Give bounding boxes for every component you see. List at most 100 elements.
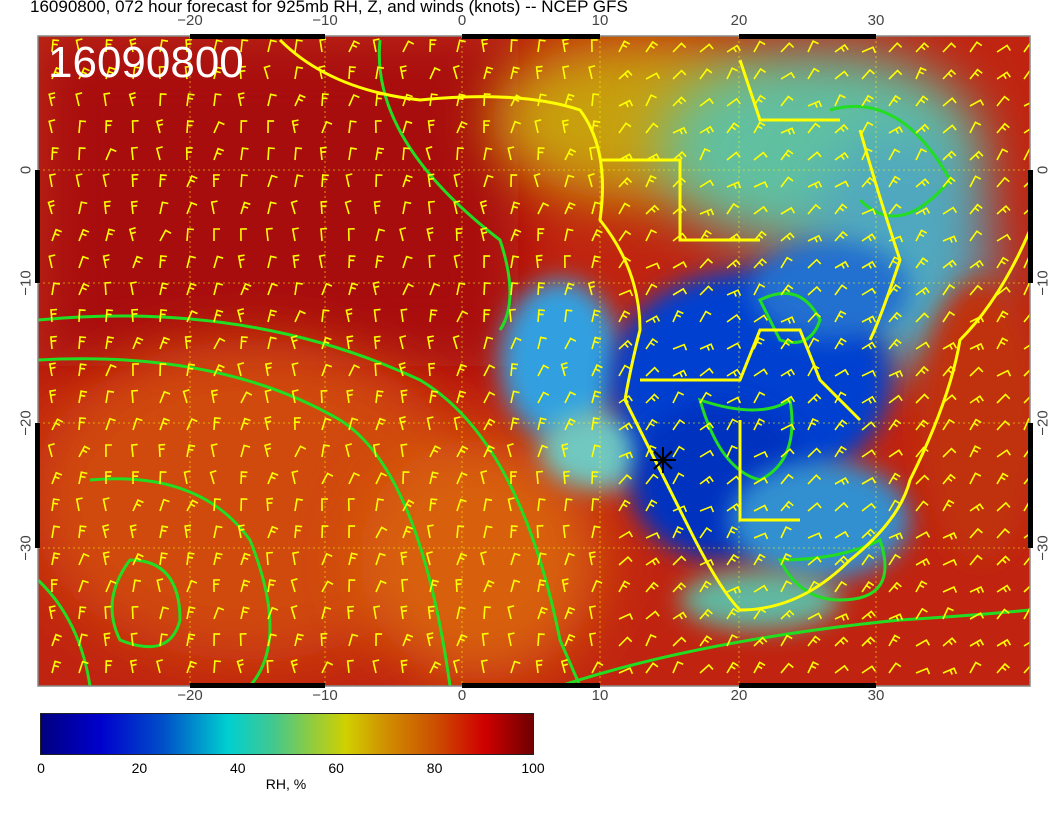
wind-barb — [888, 370, 904, 378]
wind-barb — [104, 605, 112, 620]
wind-barb — [321, 309, 330, 323]
wind-barb — [186, 579, 198, 593]
wind-barb — [645, 610, 660, 620]
wind-barb — [346, 389, 354, 404]
wind-barb — [807, 635, 821, 647]
wind-barb — [483, 66, 494, 80]
wind-barb — [321, 498, 328, 511]
wind-barb — [888, 311, 902, 323]
wind-barb — [399, 65, 407, 80]
wind-barb — [861, 341, 876, 350]
wind-barb — [132, 499, 144, 512]
wind-barb — [996, 233, 1012, 242]
wind-barb — [942, 283, 956, 296]
wind-barb — [456, 471, 468, 485]
wind-barb — [753, 337, 765, 350]
wind-barb — [375, 147, 385, 161]
wind-barb — [834, 419, 848, 431]
wind-barb — [834, 94, 846, 107]
wind-barb — [321, 444, 330, 458]
wind-barb — [402, 147, 411, 161]
wind-barb — [535, 65, 543, 80]
wind-barb — [375, 255, 384, 269]
wind-barb — [184, 335, 192, 350]
wind-barb — [645, 174, 657, 188]
wind-barb — [402, 283, 414, 296]
wind-barb — [267, 579, 276, 593]
wind-barb — [186, 174, 198, 188]
wind-barb — [618, 177, 633, 188]
wind-barb — [291, 389, 299, 404]
wind-barb — [699, 97, 714, 107]
wind-barb — [78, 417, 87, 431]
wind-barb — [861, 449, 876, 458]
wind-barb — [399, 227, 407, 242]
wind-barb — [1023, 417, 1030, 431]
wind-barb — [102, 254, 110, 269]
wind-barb — [212, 174, 220, 188]
wind-barb — [102, 497, 110, 512]
wind-barb — [348, 472, 360, 485]
wind-barb — [237, 92, 245, 107]
wind-barb — [186, 660, 197, 674]
wind-barb — [51, 660, 62, 674]
wind-barb — [780, 206, 796, 215]
wind-barb — [588, 632, 596, 647]
wind-barb — [861, 147, 873, 161]
wind-barb — [834, 391, 847, 404]
wind-barb — [888, 42, 903, 53]
lat-tick-right: −30 — [1034, 535, 1052, 561]
wind-barb — [996, 176, 1010, 188]
wind-barb — [375, 526, 388, 539]
colorbar — [40, 713, 534, 755]
wind-barb — [51, 66, 63, 80]
wind-barb — [969, 366, 984, 377]
wind-barb — [267, 174, 278, 188]
wind-barb — [618, 667, 634, 675]
wind-barb — [834, 636, 849, 647]
wind-barb — [618, 310, 631, 323]
wind-barb — [294, 525, 303, 539]
wind-barb — [237, 362, 245, 377]
wind-barb — [563, 255, 571, 269]
wind-barb — [129, 281, 137, 296]
wind-barb — [78, 282, 90, 296]
frame-bar — [1028, 423, 1033, 548]
wind-barb — [561, 443, 569, 458]
wind-barb — [290, 659, 298, 674]
wind-barb — [131, 173, 139, 188]
wind-barb — [861, 476, 877, 485]
wind-barb — [807, 556, 822, 566]
wind-barb — [264, 362, 272, 377]
wind-barb — [645, 393, 660, 404]
wind-barb — [726, 342, 742, 350]
wind-barb — [240, 417, 251, 431]
wind-barb — [753, 368, 768, 377]
wind-barb — [564, 552, 575, 566]
wind-barb — [969, 41, 983, 53]
wind-barb — [726, 368, 742, 377]
wind-barb — [861, 287, 877, 296]
wind-barb — [726, 475, 741, 485]
wind-barb — [429, 282, 441, 296]
wind-barb — [753, 121, 766, 134]
wind-barb — [318, 254, 326, 269]
wind-barb — [240, 120, 248, 134]
wind-barb — [186, 606, 196, 620]
wind-barb — [834, 664, 849, 674]
wind-barb — [537, 633, 545, 647]
wind-barb — [156, 578, 164, 593]
wind-barb — [510, 228, 522, 242]
wind-barb — [1023, 344, 1030, 350]
wind-barb — [942, 558, 958, 566]
wind-barb — [348, 40, 360, 53]
wind-barb — [240, 228, 247, 242]
wind-barb — [348, 417, 359, 431]
lon-tick-bottom: 0 — [457, 687, 467, 704]
wind-barb — [537, 282, 545, 296]
wind-barb — [726, 634, 738, 647]
wind-barb — [186, 444, 196, 458]
wind-barb — [753, 151, 768, 161]
wind-barb — [699, 125, 715, 134]
